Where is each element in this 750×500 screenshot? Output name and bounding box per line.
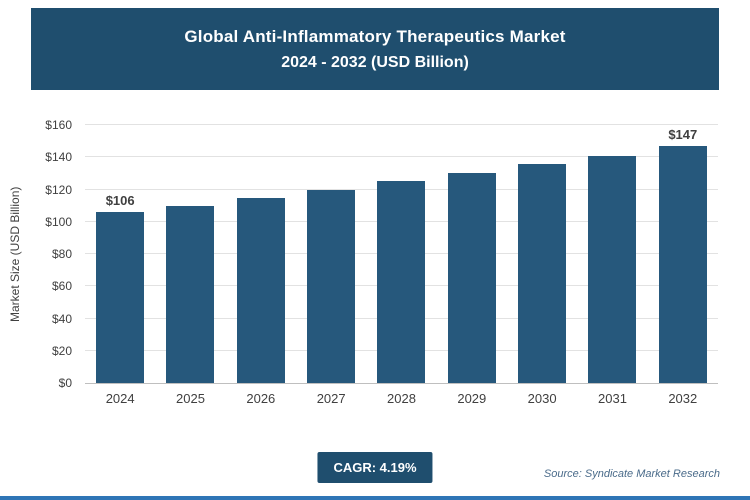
bar-column-2031	[577, 125, 647, 383]
bar-2024	[96, 212, 145, 383]
x-tick-label-2027: 2027	[316, 391, 346, 406]
bar-column-2024: $106	[85, 125, 155, 383]
plot-area: $106 $147	[85, 124, 718, 384]
x-axis-tick-labels: 2024 2025 2026 2027 2028 2029 2030 2031 2032	[85, 391, 718, 406]
bar-column-2025	[155, 125, 225, 383]
y-tick-label: $80	[51, 247, 72, 261]
bar-column-2028	[366, 125, 436, 383]
bar-column-2030	[507, 125, 577, 383]
bar-2032	[658, 145, 707, 383]
bar-column-2029	[437, 125, 507, 383]
bar-series: $106 $147	[85, 125, 718, 383]
x-tick-label-2025: 2025	[176, 391, 205, 406]
bar-2025	[166, 205, 215, 383]
y-tick-label: $100	[45, 214, 72, 229]
bar-value-label-2024: $106	[105, 193, 135, 209]
y-tick-label: $140	[45, 150, 72, 165]
x-tick-label-2032: 2032	[668, 391, 698, 406]
bar-2031	[588, 155, 637, 383]
y-tick-label: $120	[45, 182, 72, 197]
x-tick-label-2029: 2029	[457, 391, 487, 406]
bar-column-2027	[296, 125, 366, 383]
bar-value-label-2032: $147	[668, 126, 698, 142]
x-tick-label-2024: 2024	[105, 391, 135, 406]
title-banner: Global Anti-Inflammatory Therapeutics Ma…	[31, 8, 719, 90]
x-tick-label-2026: 2026	[246, 391, 276, 406]
gridline-160	[85, 124, 718, 125]
y-tick-label: $40	[51, 311, 72, 326]
source-note: Source: Syndicate Market Research	[543, 468, 720, 480]
y-tick-label: $160	[45, 118, 72, 132]
bar-2030	[518, 163, 567, 383]
cagr-badge: CAGR: 4.19%	[317, 452, 433, 483]
bar-column-2032: $147	[648, 125, 718, 383]
bar-2029	[447, 173, 496, 383]
bar-column-2026	[226, 125, 296, 383]
x-tick-label-2030: 2030	[527, 391, 557, 406]
bar-2026	[236, 197, 285, 383]
chart-title: Global Anti-Inflammatory Therapeutics Ma…	[184, 26, 566, 46]
x-tick-label-2028: 2028	[387, 391, 416, 406]
y-tick-label: $0	[58, 376, 72, 390]
y-axis-tick-labels: $0 $20 $40 $60 $80 $100 $120 $140 $160	[30, 118, 78, 390]
gridline-140	[85, 156, 718, 158]
bar-2027	[307, 189, 356, 383]
bottom-accent-line	[0, 496, 750, 500]
x-tick-label-2031: 2031	[598, 391, 627, 406]
y-tick-label: $20	[51, 343, 72, 358]
y-axis-title: Market Size (USD Billion)	[8, 186, 22, 322]
bar-2028	[377, 181, 426, 383]
y-tick-label: $60	[51, 279, 72, 294]
chart-subtitle: 2024 - 2032 (USD Billion)	[281, 53, 469, 71]
